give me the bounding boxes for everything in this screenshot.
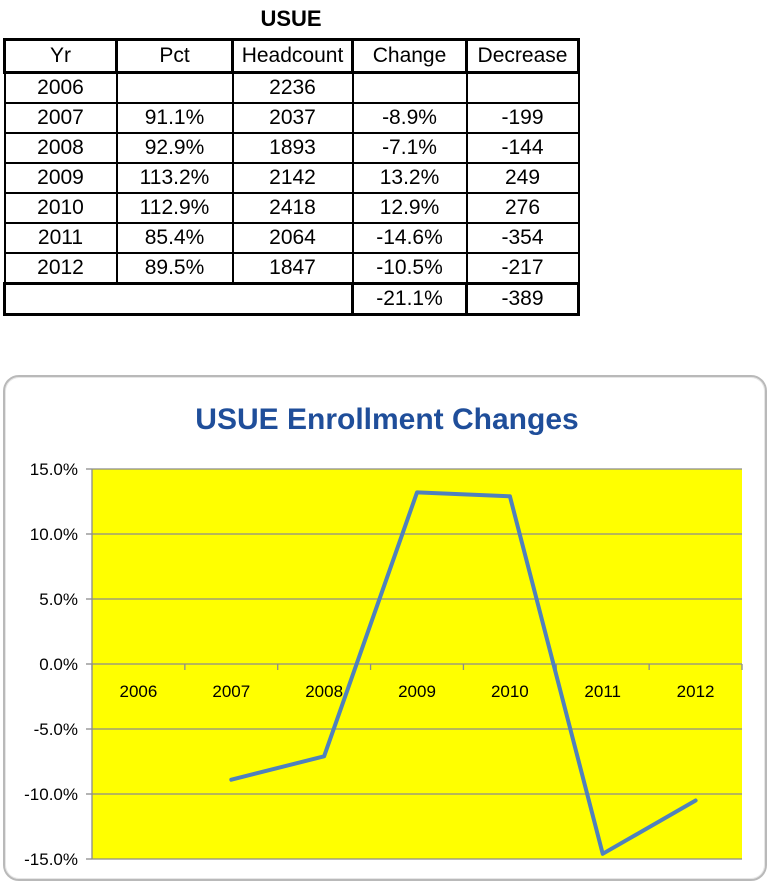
chart-title: USUE Enrollment Changes — [195, 403, 578, 436]
total-decrease: -389 — [465, 282, 580, 316]
cell-pct: 89.5% — [115, 252, 234, 285]
x-tick-label: 2012 — [677, 682, 715, 701]
cell-pct: 91.1% — [115, 102, 234, 134]
y-tick-label: 10.0% — [30, 525, 78, 544]
cell-yr: 2007 — [3, 102, 118, 134]
header-change: Change — [351, 38, 468, 74]
table-row: 2012 89.5% 1847 -10.5% -217 — [3, 252, 580, 285]
cell-decrease: -144 — [465, 132, 580, 164]
x-tick-label: 2010 — [491, 682, 529, 701]
cell-pct: 85.4% — [115, 222, 234, 254]
cell-yr: 2010 — [3, 192, 118, 224]
cell-pct: 113.2% — [115, 162, 234, 194]
total-change: -21.1% — [351, 282, 468, 316]
table-row: 2011 85.4% 2064 -14.6% -354 — [3, 222, 580, 254]
y-tick-label: -5.0% — [34, 720, 78, 739]
y-tick-label: 0.0% — [39, 655, 78, 674]
cell-yr: 2012 — [3, 252, 118, 285]
x-tick-label: 2007 — [212, 682, 250, 701]
cell-decrease: 249 — [465, 162, 580, 194]
table-row: 2009 113.2% 2142 13.2% 249 — [3, 162, 580, 194]
y-tick-label: 5.0% — [39, 590, 78, 609]
cell-change: -14.6% — [351, 222, 468, 254]
x-tick-label: 2011 — [584, 682, 621, 701]
table-header-row: Yr Pct Headcount Change Decrease — [3, 38, 580, 74]
cell-change: -10.5% — [351, 252, 468, 285]
cell-change — [351, 71, 468, 104]
cell-yr: 2006 — [3, 71, 118, 104]
cell-pct: 112.9% — [115, 192, 234, 224]
cell-headcount: 2236 — [231, 71, 354, 104]
header-headcount: Headcount — [231, 38, 354, 74]
cell-headcount: 2064 — [231, 222, 354, 254]
cell-yr: 2008 — [3, 132, 118, 164]
cell-headcount: 1893 — [231, 132, 354, 164]
cell-decrease: 276 — [465, 192, 580, 224]
header-decrease: Decrease — [465, 38, 580, 74]
cell-decrease: -217 — [465, 252, 580, 285]
table-row: 2010 112.9% 2418 12.9% 276 — [3, 192, 580, 224]
x-tick-label: 2006 — [120, 682, 158, 701]
y-tick-label: 15.0% — [30, 460, 78, 479]
cell-pct — [115, 71, 234, 104]
cell-headcount: 2037 — [231, 102, 354, 134]
cell-change: -7.1% — [351, 132, 468, 164]
cell-change: 13.2% — [351, 162, 468, 194]
chart-area: 15.0% 10.0% 5.0% 0.0% -5.0% -10.0% -15.0% 2006 2… — [3, 375, 767, 881]
cell-yr: 2011 — [3, 222, 118, 254]
y-tick-label: -10.0% — [24, 785, 78, 804]
cell-decrease — [465, 71, 580, 104]
cell-change: -8.9% — [351, 102, 468, 134]
cell-headcount: 1847 — [231, 252, 354, 285]
y-tick-label: -15.0% — [24, 850, 78, 869]
totals-row: -21.1% -389 — [3, 282, 580, 316]
cell-headcount: 2142 — [231, 162, 354, 194]
cell-yr: 2009 — [3, 162, 118, 194]
line-chart: 15.0% 10.0% 5.0% 0.0% -5.0% -10.0% -15.0% 2006 2… — [24, 403, 743, 869]
table-row: 2007 91.1% 2037 -8.9% -199 — [3, 102, 580, 134]
totals-empty-cell — [3, 282, 354, 316]
cell-change: 12.9% — [351, 192, 468, 224]
table-row: 2008 92.9% 1893 -7.1% -144 — [3, 132, 580, 164]
cell-decrease: -199 — [465, 102, 580, 134]
cell-decrease: -354 — [465, 222, 580, 254]
table-title: USUE — [260, 6, 322, 31]
header-pct: Pct — [115, 38, 234, 74]
x-tick-label: 2009 — [398, 682, 436, 701]
enrollment-table: Yr Pct Headcount Change Decrease 2006 22… — [3, 38, 580, 316]
cell-headcount: 2418 — [231, 192, 354, 224]
series-line — [229, 490, 698, 856]
table-row: 2006 2236 — [3, 71, 580, 104]
x-tick-label: 2008 — [305, 682, 343, 701]
header-yr: Yr — [3, 38, 118, 74]
cell-pct: 92.9% — [115, 132, 234, 164]
